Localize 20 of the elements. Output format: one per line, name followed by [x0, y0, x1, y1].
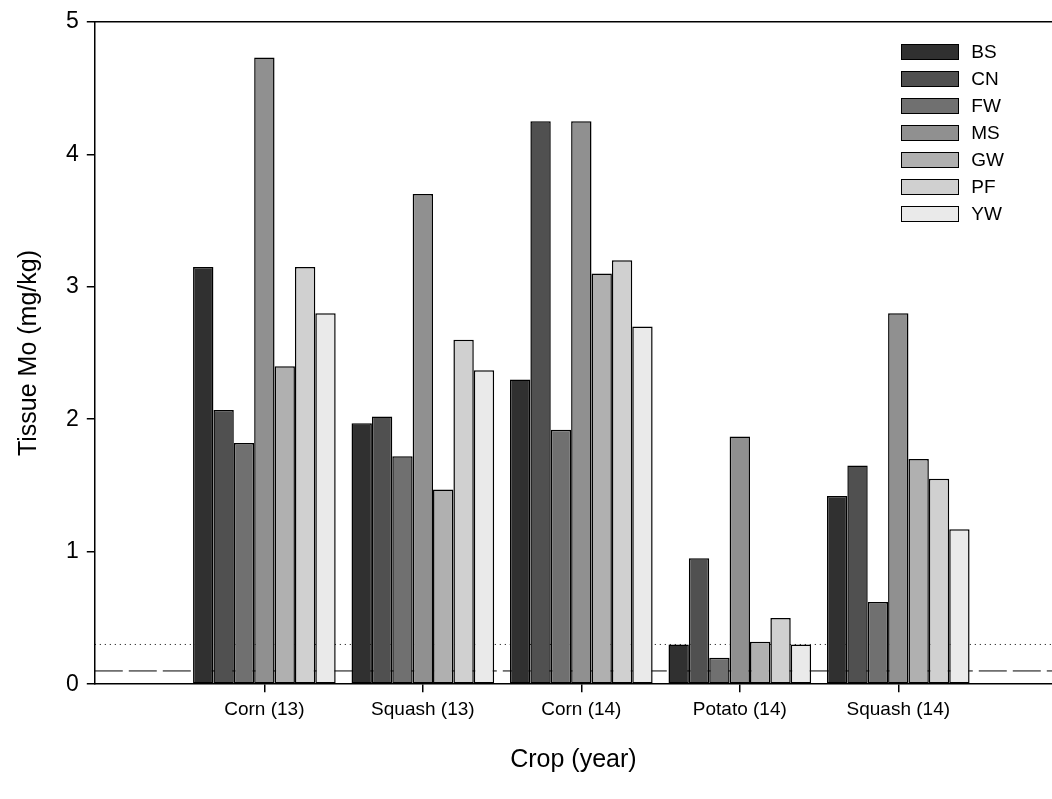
y-tick-label: 1 — [65, 537, 79, 564]
y-tick-label: 2 — [65, 404, 79, 431]
legend-label: PF — [971, 176, 996, 198]
legend-label: CN — [971, 68, 999, 90]
x-axis-title: Crop (year) — [510, 743, 637, 772]
x-tick-label: Squash (13) — [371, 697, 475, 719]
legend-label: MS — [971, 122, 1000, 144]
x-tick-label: Corn (13) — [224, 697, 305, 719]
y-tick-label: 5 — [65, 7, 79, 34]
legend-label: BS — [971, 41, 997, 63]
y-axis-title: Tissue Mo (mg/kg) — [12, 249, 41, 457]
x-tick-label: Corn (14) — [541, 697, 622, 719]
y-tick-label: 4 — [65, 139, 79, 166]
y-tick-label: 3 — [65, 272, 79, 299]
x-tick-label: Potato (14) — [692, 697, 787, 719]
legend-label: GW — [971, 149, 1004, 171]
legend-label: FW — [971, 95, 1001, 117]
x-tick-label: Squash (14) — [846, 697, 951, 719]
legend-label: YW — [971, 203, 1002, 225]
y-tick-label: 0 — [65, 669, 79, 696]
